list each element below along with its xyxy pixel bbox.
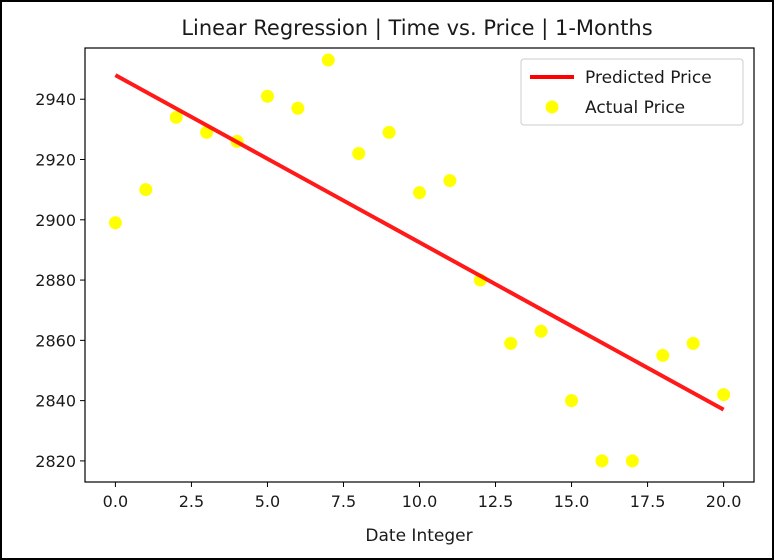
actual-price-point <box>717 388 731 402</box>
x-tick-label: 12.5 <box>478 492 514 511</box>
actual-price-point <box>565 394 579 408</box>
legend-point-swatch <box>545 100 559 114</box>
x-tick-label: 2.5 <box>179 492 204 511</box>
predicted-price-line <box>114 73 725 412</box>
actual-price-point <box>382 125 396 139</box>
actual-price-point <box>260 89 274 103</box>
y-tick-label: 2880 <box>35 271 76 290</box>
actual-price-point <box>139 183 153 197</box>
actual-price-point <box>291 101 305 115</box>
y-tick-label: 2900 <box>35 211 76 230</box>
y-tick-label: 2920 <box>35 151 76 170</box>
y-tick-label: 2820 <box>35 452 76 471</box>
legend-label-actual: Actual Price <box>585 98 685 118</box>
x-tick-label: 0.0 <box>103 492 128 511</box>
actual-price-point <box>352 146 366 160</box>
actual-price-point <box>504 336 518 350</box>
legend: Predicted Price Actual Price <box>520 58 744 126</box>
x-axis: 0.0 2.5 5.0 7.5 10.0 12.5 15.0 17.5 20.0 <box>103 482 742 511</box>
actual-price-point <box>534 324 548 338</box>
plot-area <box>108 53 731 468</box>
actual-price-point <box>169 110 183 124</box>
actual-price-point <box>625 454 639 468</box>
actual-price-point <box>686 336 700 350</box>
legend-label-predicted: Predicted Price <box>585 68 712 88</box>
x-tick-label: 5.0 <box>255 492 280 511</box>
x-tick-label: 20.0 <box>706 492 742 511</box>
x-tick-label: 15.0 <box>554 492 590 511</box>
y-axis: 2820 2840 2860 2880 2900 2920 2940 <box>35 90 85 471</box>
y-tick-label: 2860 <box>35 331 76 350</box>
actual-price-point <box>321 53 335 67</box>
y-tick-label: 2940 <box>35 90 76 109</box>
actual-price-point <box>443 174 457 188</box>
x-tick-label: 17.5 <box>630 492 666 511</box>
actual-price-point <box>413 186 426 200</box>
y-tick-label: 2840 <box>35 392 76 411</box>
x-tick-label: 10.0 <box>402 492 438 511</box>
actual-price-point <box>656 348 670 362</box>
actual-price-point <box>595 454 609 468</box>
actual-price-point <box>108 216 122 230</box>
legend-box <box>520 58 744 126</box>
chart-title: Linear Regression | Time vs. Price | 1-M… <box>181 16 652 41</box>
x-axis-label: Date Integer <box>365 526 472 546</box>
x-tick-label: 7.5 <box>331 492 356 511</box>
